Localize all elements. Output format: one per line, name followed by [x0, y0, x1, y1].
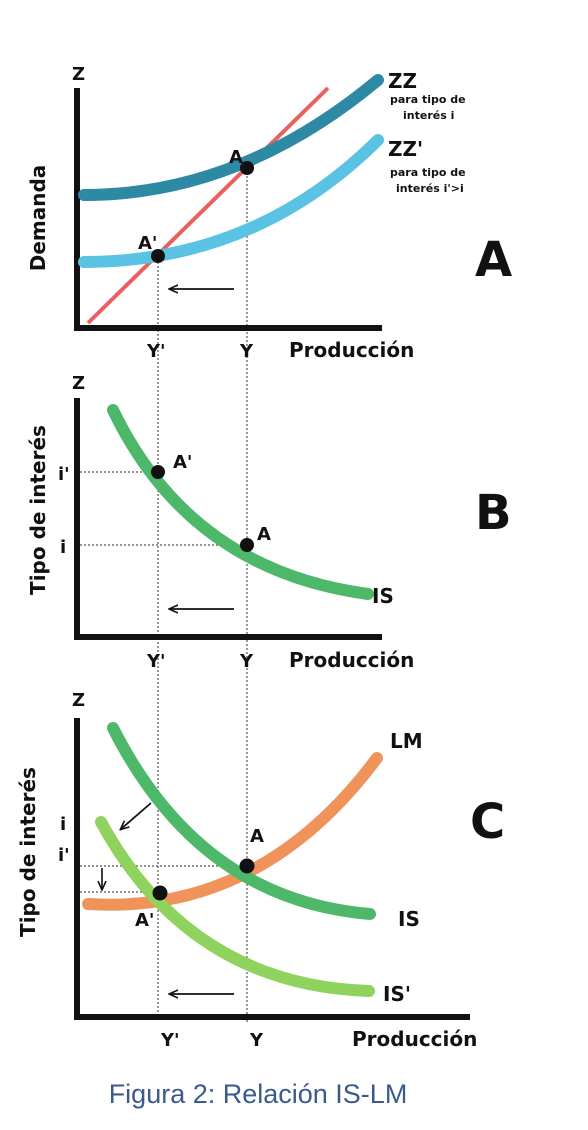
curve-is	[107, 404, 374, 600]
panel-c-tick-i: i	[60, 814, 66, 835]
label-zz-note-1: para tipo de	[390, 93, 466, 106]
panel-b-tick-i: i	[60, 537, 66, 558]
panel-c-shift-arrow	[121, 802, 152, 829]
panel-a-letter: A	[475, 232, 512, 288]
panel-a-tick-y: Y	[239, 341, 254, 362]
label-zz-prime-note-2: interés i'>i	[396, 182, 464, 195]
line-45-degrees	[86, 86, 330, 325]
panel-c: Z Tipo de interés i i' A A' LM IS IS' Y'…	[16, 690, 505, 1051]
label-zz-prime: ZZ'	[388, 137, 423, 161]
label-point-a: A	[229, 147, 243, 168]
panel-b-tick-y: Y	[239, 651, 254, 672]
curve-zz	[78, 74, 384, 201]
label-point-a-prime: A'	[138, 233, 157, 254]
point-a-prime	[151, 465, 165, 479]
label-curve-is: IS	[372, 584, 394, 608]
panel-a: Z Demanda A A' ZZ para tipo de interés i…	[26, 64, 512, 362]
label-point-a-prime: A'	[135, 910, 154, 931]
panel-b-tick-i-prime: i'	[58, 464, 70, 485]
panel-c-tick-y: Y	[249, 1030, 264, 1051]
panel-b-y-label: Tipo de interés	[26, 425, 50, 595]
panel-b-tick-y-prime: Y'	[146, 651, 166, 672]
panel-c-x-label: Producción	[352, 1027, 477, 1051]
point-a	[239, 858, 255, 874]
panel-c-y-label: Tipo de interés	[16, 767, 40, 937]
figure-caption: Figura 2: Relación IS-LM	[109, 1079, 408, 1109]
panel-b-letter: B	[475, 485, 512, 541]
point-a	[240, 538, 254, 552]
label-curve-lm: LM	[390, 729, 423, 753]
panel-a-tick-y-prime: Y'	[146, 341, 166, 362]
panel-c-tick-y-prime: Y'	[160, 1030, 180, 1051]
panel-b: Z Tipo de interés i' i A' A IS Y' Y Prod…	[26, 373, 512, 672]
label-point-a: A	[257, 524, 271, 545]
point-a	[240, 161, 254, 175]
panel-a-x-label: Producción	[289, 338, 414, 362]
label-curve-is-prime: IS'	[383, 982, 411, 1006]
panel-a-axis-z: Z	[72, 64, 85, 85]
panel-b-x-label: Producción	[289, 648, 414, 672]
label-zz: ZZ	[388, 69, 417, 93]
point-a-prime	[152, 885, 168, 901]
label-zz-prime-note-1: para tipo de	[390, 166, 466, 179]
label-point-a: A	[250, 826, 264, 847]
panel-b-axis-z: Z	[72, 373, 85, 394]
label-zz-note-2: interés i	[403, 109, 454, 122]
curve-is	[107, 722, 376, 920]
point-a-prime	[151, 249, 165, 263]
panel-a-y-label: Demanda	[26, 165, 50, 272]
label-curve-is: IS	[398, 907, 420, 931]
curve-is-prime	[95, 816, 375, 997]
curve-lm	[82, 752, 383, 911]
panel-c-axis-z: Z	[72, 690, 85, 711]
curve-zz-prime	[78, 134, 384, 268]
label-point-a-prime: A'	[173, 452, 192, 473]
panel-c-tick-i-prime: i'	[58, 845, 70, 866]
panel-c-letter: C	[470, 794, 505, 850]
